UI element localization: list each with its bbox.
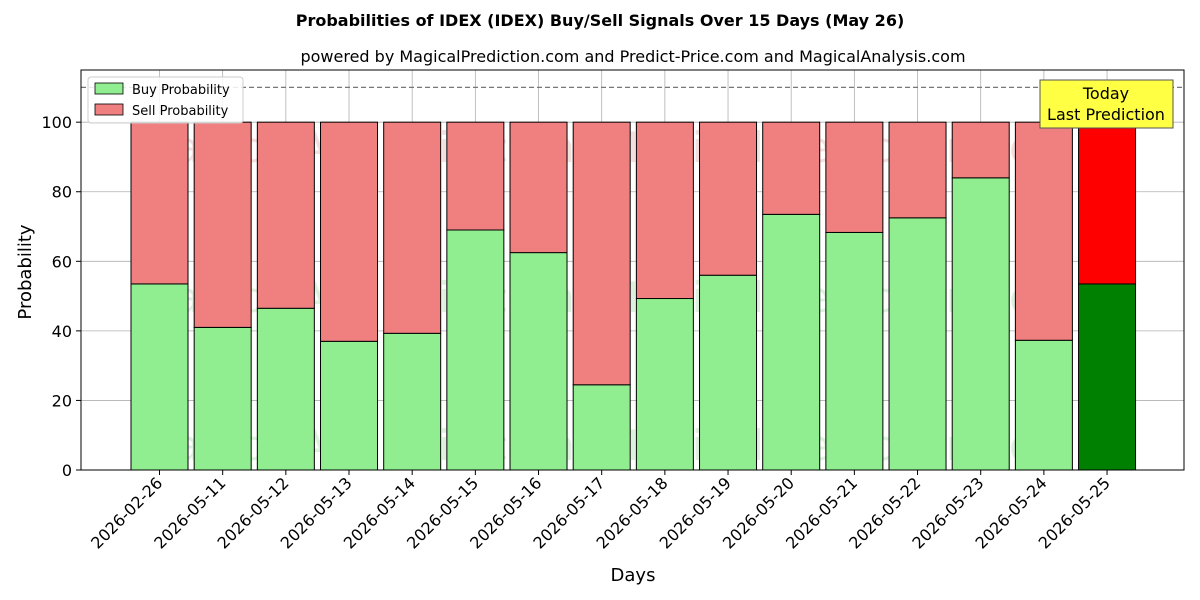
y-tick-label: 0	[62, 461, 72, 480]
bar-buy	[509, 252, 568, 471]
legend-swatch-sell	[94, 103, 124, 116]
bar-sell	[509, 121, 568, 254]
y-tick-label: 100	[41, 113, 72, 132]
bar-buy	[383, 332, 442, 471]
legend-label-sell: Sell Probability	[132, 104, 229, 119]
bar-sell	[193, 121, 252, 328]
legend-swatch-buy	[94, 82, 124, 95]
bar-buy	[699, 274, 758, 471]
bar-buy	[951, 177, 1010, 471]
chart-subtitle: powered by MagicalPrediction.com and Pre…	[300, 47, 965, 66]
bar-sell	[762, 121, 821, 215]
bar-buy	[446, 229, 505, 471]
legend: Buy Probability Sell Probability	[87, 76, 244, 124]
bar-buy	[635, 298, 694, 471]
y-tick-label: 20	[52, 391, 72, 410]
bar-sell	[888, 121, 947, 219]
bar-sell	[951, 121, 1010, 179]
y-axis-label: Probability	[15, 224, 36, 319]
today-annotation: Today Last Prediction	[1039, 79, 1174, 129]
bars	[130, 121, 1137, 471]
bar-buy	[320, 340, 379, 471]
bar-buy	[888, 217, 947, 471]
y-tick-label: 40	[52, 322, 72, 341]
bar-buy	[193, 326, 252, 471]
annotation-line1: Today	[1082, 84, 1129, 103]
bar-sell	[446, 121, 505, 231]
annotation-line2: Last Prediction	[1047, 105, 1165, 124]
bar-sell	[1014, 121, 1073, 341]
bar-buy	[825, 231, 884, 471]
y-ticks: 0 20 40 60 80 100	[41, 113, 81, 480]
bar-sell	[572, 121, 631, 386]
bar-sell	[1078, 121, 1137, 285]
legend-label-buy: Buy Probability	[132, 83, 230, 98]
bar-buy	[1078, 283, 1137, 471]
bar-sell	[825, 121, 884, 233]
bar-sell	[383, 121, 442, 334]
y-tick-label: 60	[52, 252, 72, 271]
bar-buy	[1014, 339, 1073, 471]
bar-sell	[256, 121, 315, 309]
bar-sell	[699, 121, 758, 276]
bar-sell	[130, 121, 189, 285]
bar-buy	[762, 213, 821, 471]
x-ticks: 2026-02-262026-05-112026-05-122026-05-13…	[87, 470, 1114, 553]
bar-buy	[572, 384, 631, 471]
plot-frame	[80, 69, 1185, 471]
x-axis-label: Days	[611, 565, 656, 586]
bar-sell	[320, 121, 379, 342]
chart-title: Probabilities of IDEX (IDEX) Buy/Sell Si…	[296, 11, 905, 30]
bar-buy	[130, 283, 189, 471]
bar-buy	[256, 307, 315, 471]
y-tick-label: 80	[52, 183, 72, 202]
legend-box	[87, 76, 244, 124]
bar-sell	[635, 121, 694, 300]
annotation-box	[1039, 79, 1174, 129]
